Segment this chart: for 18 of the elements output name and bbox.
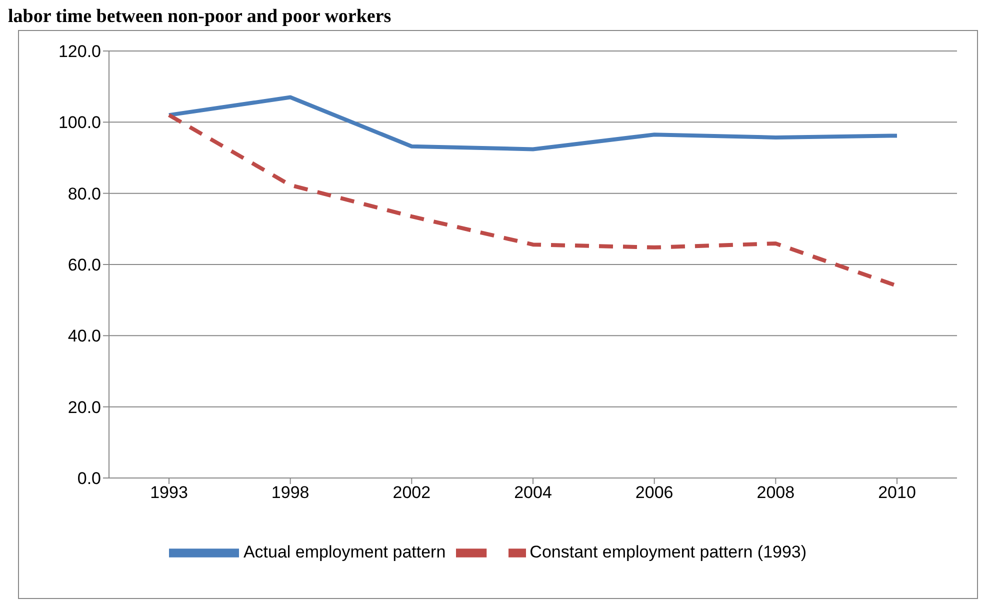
y-tick-label: 20.0 <box>68 398 101 417</box>
y-tick-label: 40.0 <box>68 326 101 346</box>
chart-title: labor time between non-poor and poor workers <box>8 6 392 28</box>
x-tick-label: 2010 <box>878 483 916 502</box>
y-tick-label: 60.0 <box>68 256 101 275</box>
legend-label: Constant employment pattern (1993) <box>530 542 807 562</box>
x-tick-label: 2008 <box>756 483 795 502</box>
x-tick-label: 1993 <box>150 483 188 502</box>
line-series <box>167 95 899 152</box>
y-tick-label: 100.0 <box>58 113 101 132</box>
x-tick-label: 2002 <box>392 483 431 502</box>
x-tick-label: 2004 <box>514 483 552 502</box>
x-tick-label: 2006 <box>635 483 674 502</box>
y-tick-label: 0.0 <box>77 469 101 488</box>
y-tick-label: 120.0 <box>58 42 101 62</box>
legend-label: Actual employment pattern <box>243 542 446 562</box>
x-tick-label: 1998 <box>271 483 310 502</box>
y-tick-label: 80.0 <box>68 184 101 204</box>
